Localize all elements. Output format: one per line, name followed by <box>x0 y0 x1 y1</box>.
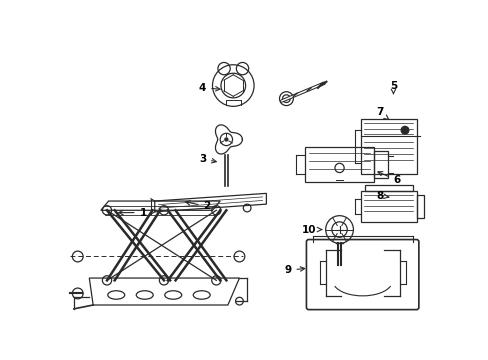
Text: 5: 5 <box>389 81 396 94</box>
Text: 3: 3 <box>199 154 216 164</box>
Circle shape <box>400 126 408 134</box>
Text: 9: 9 <box>284 265 304 275</box>
Text: 2: 2 <box>185 201 210 211</box>
Bar <box>360 191 416 222</box>
Text: 7: 7 <box>375 108 388 120</box>
Text: 1: 1 <box>119 208 146 217</box>
Bar <box>364 185 412 191</box>
Text: 8: 8 <box>375 191 388 201</box>
Text: 6: 6 <box>377 172 400 185</box>
Text: 10: 10 <box>301 225 321 235</box>
Bar <box>305 147 373 182</box>
Circle shape <box>224 138 227 141</box>
Bar <box>360 119 416 174</box>
Text: 4: 4 <box>199 83 220 93</box>
